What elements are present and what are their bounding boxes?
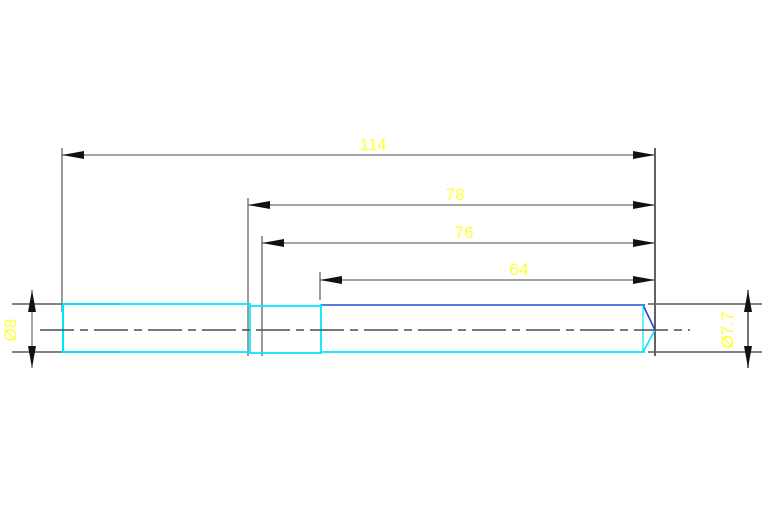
right-end-chamfer-upper — [642, 304, 656, 331]
dim-label-76: 76 — [455, 223, 474, 242]
dim-arrow-76-left — [262, 239, 284, 247]
dim-label-114: 114 — [359, 135, 386, 154]
dim-arrow-64-left — [320, 276, 342, 284]
dim-arrow-dia-right-bottom — [744, 346, 752, 368]
dim-arrow-dia-left-top — [28, 290, 36, 312]
dimension-78: 78 — [248, 185, 655, 209]
dimension-diameter-left: Ø8 — [1, 290, 36, 368]
dim-arrow-114-right — [633, 151, 655, 159]
dim-arrow-78-left — [248, 201, 270, 209]
dim-arrow-114-left — [62, 151, 84, 159]
part-outline-group — [62, 303, 656, 354]
dim-label-diameter-right: Ø7.7 — [718, 312, 737, 349]
dim-arrow-dia-right-top — [744, 290, 752, 312]
dim-arrow-dia-left-bottom — [28, 346, 36, 368]
dim-arrow-76-right — [633, 239, 655, 247]
dim-label-78: 78 — [446, 185, 465, 204]
dim-label-64: 64 — [510, 260, 529, 279]
dimension-64: 64 — [320, 260, 655, 284]
dim-arrow-78-right — [633, 201, 655, 209]
right-end-chamfer-lower — [642, 329, 656, 353]
dimension-114: 114 — [62, 135, 655, 159]
dim-arrow-64-right — [633, 276, 655, 284]
dimension-diameter-right: Ø7.7 — [718, 290, 752, 368]
dimension-76: 76 — [262, 223, 655, 247]
dim-label-diameter-left: Ø8 — [1, 319, 20, 342]
